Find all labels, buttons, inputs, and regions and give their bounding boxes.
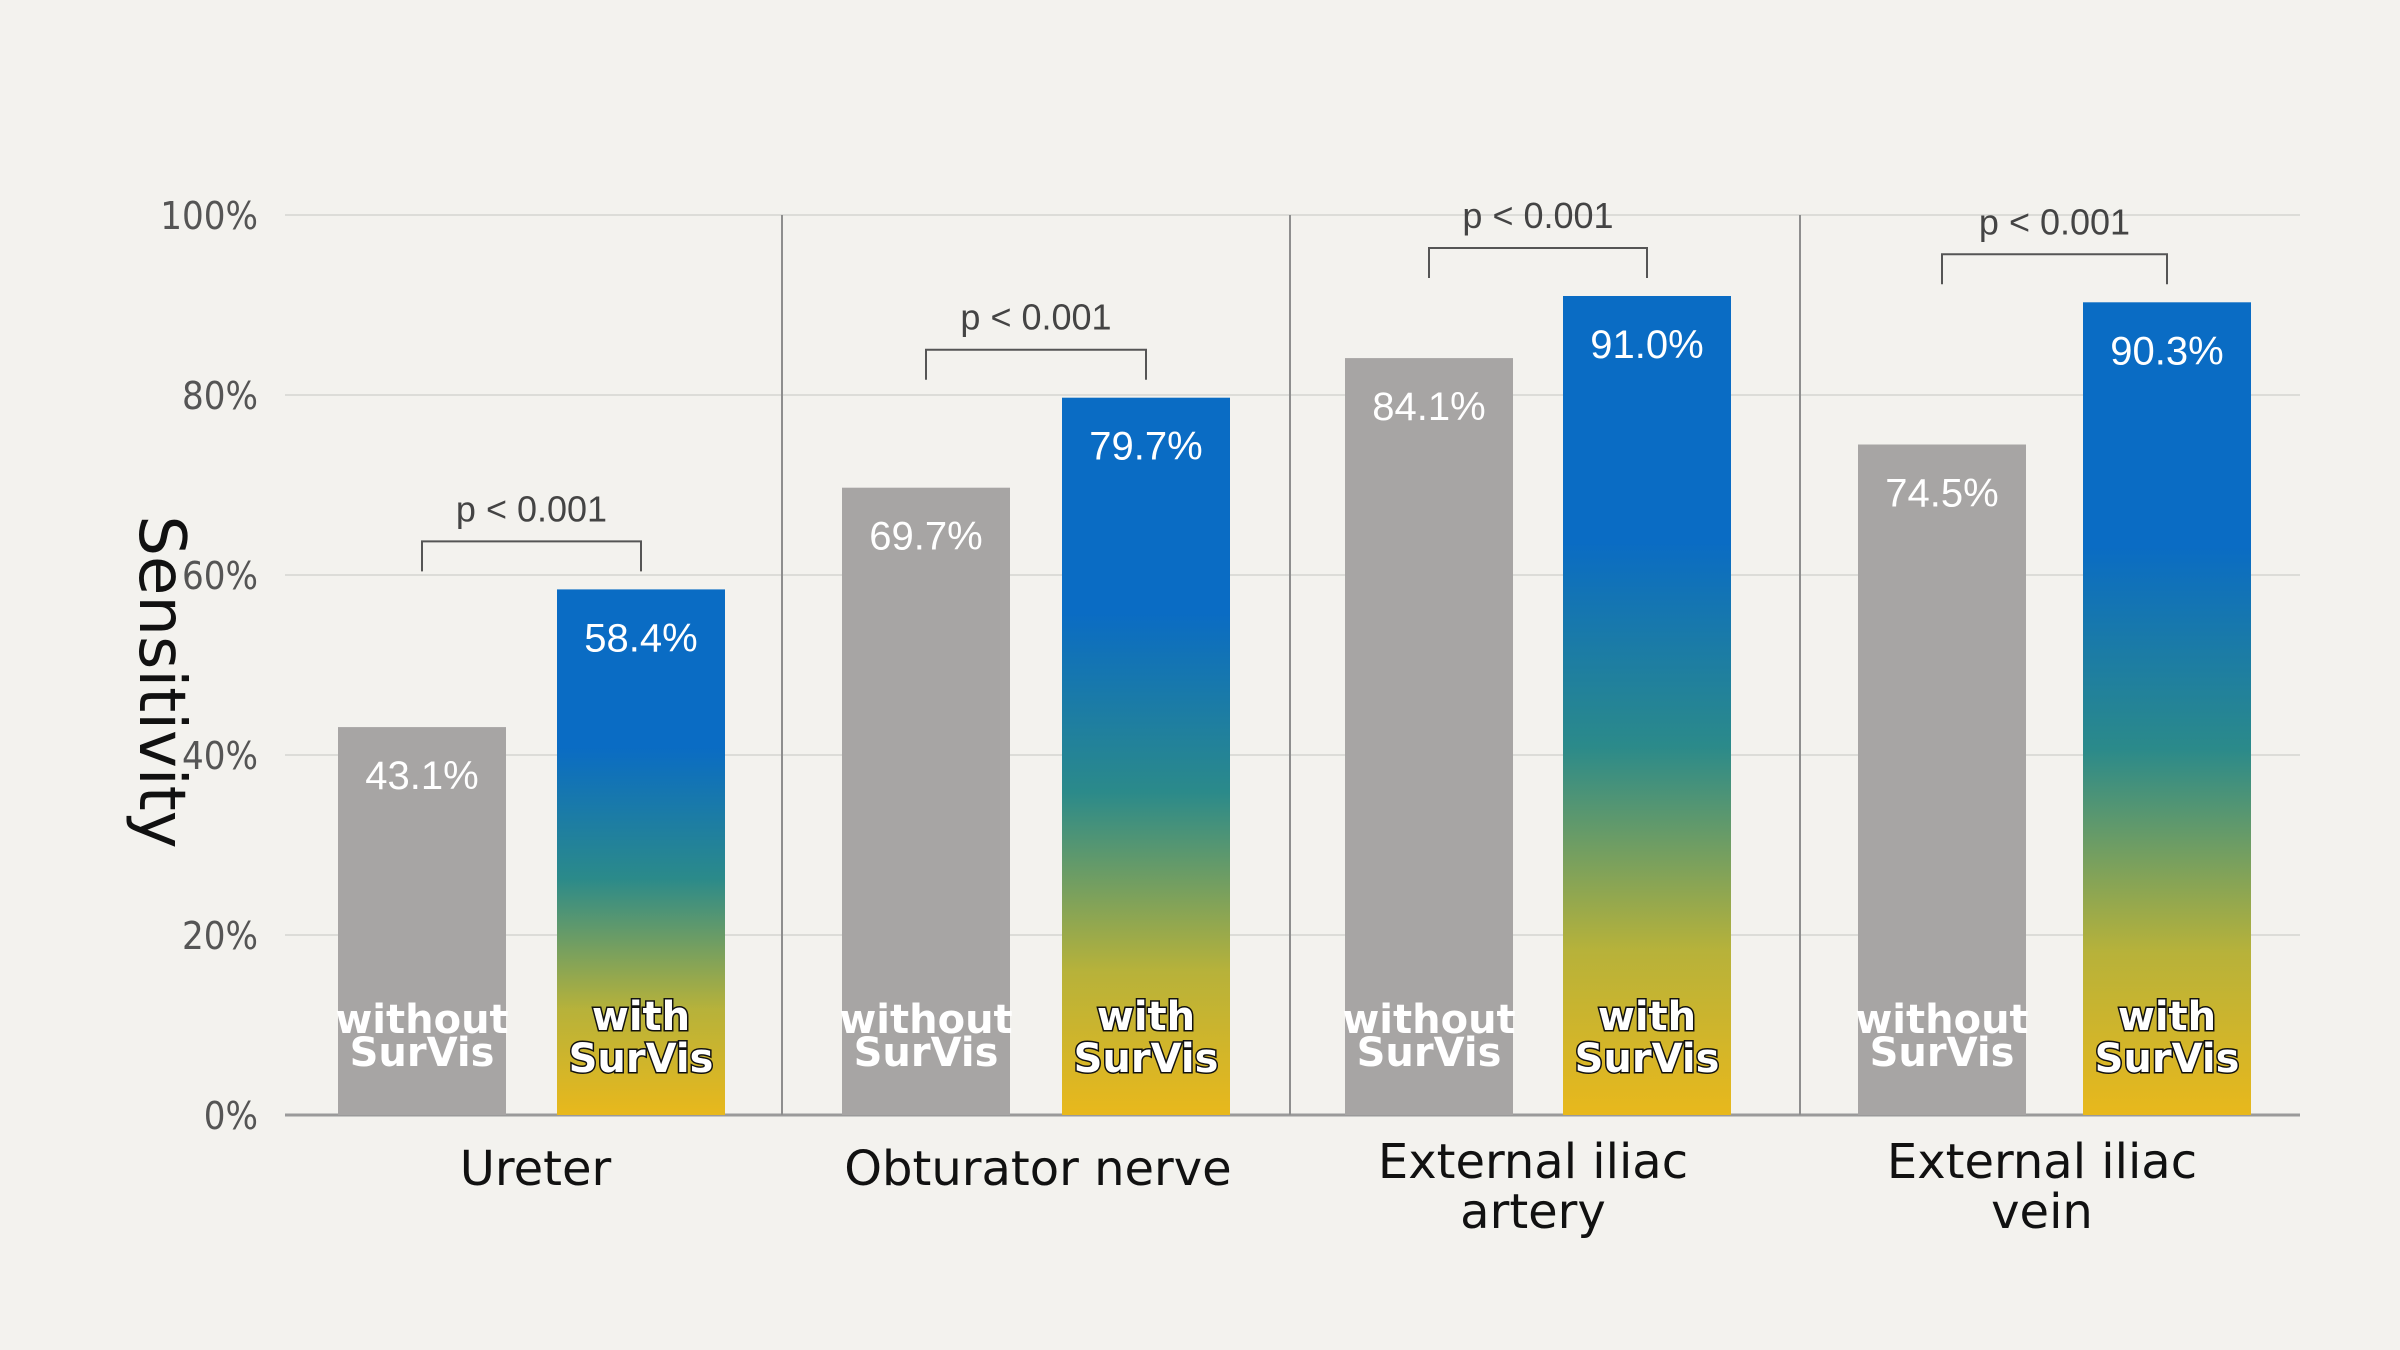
category-label: artery — [1460, 1184, 1606, 1240]
bar-series-label: SurVis — [569, 1036, 714, 1082]
p-value-annotation: p < 0.001 — [1979, 201, 2130, 242]
data-label: 74.5% — [1885, 472, 1998, 516]
bar-series-label: with — [1598, 994, 1696, 1040]
y-axis-ticks: 0% 20% 40% 60% 80% 100% — [160, 194, 258, 1138]
bar-series-label: without — [1855, 997, 2028, 1043]
data-label: 90.3% — [2110, 329, 2223, 373]
bar-series-label: SurVis — [2095, 1036, 2240, 1082]
category-label: External iliac — [1887, 1134, 2197, 1190]
data-label: 84.1% — [1372, 385, 1485, 429]
panel-separators — [781, 215, 1801, 1115]
data-label: 43.1% — [365, 754, 478, 798]
bar-series-label: without — [839, 997, 1012, 1043]
category-label: External iliac — [1378, 1134, 1688, 1190]
data-label: 58.4% — [584, 616, 697, 660]
bar-without-survis — [842, 487, 1010, 1115]
y-axis-label: Sensitivity — [124, 515, 198, 848]
bar-with-survis — [2083, 302, 2251, 1115]
bar-series-label: without — [335, 997, 508, 1043]
bar-without-survis — [1345, 358, 1513, 1116]
data-label: 79.7% — [1089, 425, 1202, 469]
significance-bracket — [1428, 247, 1648, 278]
bar-series-label: SurVis — [350, 1030, 495, 1076]
bar-without-survis — [1858, 444, 2026, 1115]
bar-series-label: with — [2118, 994, 2216, 1040]
bar-without-survis — [338, 727, 506, 1115]
bar-series-label: SurVis — [854, 1030, 999, 1076]
bar-series-label: with — [592, 994, 690, 1040]
bar-series-label: SurVis — [1074, 1036, 1219, 1082]
category-label: vein — [1991, 1184, 2093, 1240]
significance-bracket — [421, 540, 642, 572]
y-tick-label: 40% — [182, 734, 258, 778]
y-tick-label: 100% — [160, 194, 258, 238]
significance-bracket — [925, 348, 1147, 380]
p-value-annotation: p < 0.001 — [1462, 195, 1613, 236]
category-label: Obturator nerve — [844, 1141, 1231, 1197]
bar-series-label: without — [1342, 997, 1515, 1043]
x-axis-categories: Ureter Obturator nerve External iliacarter… — [460, 1134, 2197, 1240]
bar-series-label: with — [1097, 994, 1195, 1040]
p-value-annotation: p < 0.001 — [960, 297, 1111, 338]
data-label: 69.7% — [869, 515, 982, 559]
bar-with-survis — [1563, 296, 1731, 1115]
p-value-annotation: p < 0.001 — [456, 488, 607, 529]
significance-bracket — [1941, 253, 2168, 285]
category-label: Ureter — [460, 1141, 612, 1197]
y-tick-label: 0% — [204, 1094, 258, 1138]
y-tick-label: 60% — [182, 554, 258, 598]
y-tick-label: 80% — [182, 374, 258, 418]
bar-with-survis — [1062, 397, 1230, 1115]
bar-series-label: SurVis — [1870, 1030, 2015, 1076]
y-tick-label: 20% — [182, 914, 258, 958]
bar-with-survis — [557, 589, 725, 1115]
data-label: 91.0% — [1590, 323, 1703, 367]
bar-series-label: SurVis — [1357, 1030, 1502, 1076]
bar-series-label: SurVis — [1575, 1036, 1720, 1082]
